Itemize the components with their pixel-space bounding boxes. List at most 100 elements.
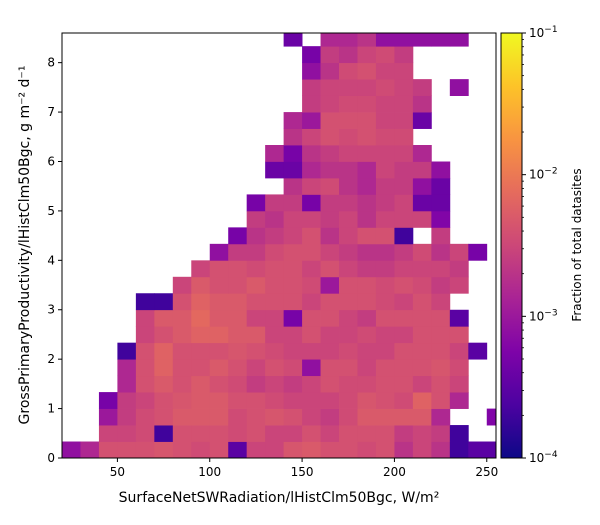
heatmap-cell [209, 260, 229, 278]
heatmap-cell [265, 342, 285, 360]
heatmap-cell [320, 392, 340, 409]
heatmap-cell [339, 112, 358, 129]
heatmap-cell [357, 62, 377, 80]
heatmap-cell [339, 194, 358, 212]
heatmap-cell [228, 392, 248, 409]
heatmap-cell [172, 326, 192, 344]
heatmap-cell [357, 375, 377, 393]
heatmap-cell [302, 62, 321, 80]
heatmap-cell [394, 309, 414, 327]
heatmap-cell [357, 128, 377, 146]
heatmap-cell [302, 392, 321, 409]
heatmap-cell [117, 441, 137, 459]
heatmap-cell [246, 260, 266, 278]
y-tick-label: 2 [47, 352, 55, 366]
heatmap-cell [394, 408, 414, 426]
heatmap-cell [172, 342, 192, 360]
heatmap-cell [302, 243, 321, 261]
heatmap-cell [375, 79, 395, 96]
heatmap-cell [191, 408, 211, 426]
heatmap-cell [431, 161, 451, 179]
heatmap-cell [302, 326, 321, 344]
heatmap-cell [320, 441, 340, 459]
heatmap-cell [357, 260, 377, 278]
heatmap-cell [320, 359, 340, 377]
heatmap-cell [135, 309, 155, 327]
colorbar-tick-label: 10−1 [529, 25, 558, 40]
heatmap-cell [283, 326, 303, 344]
heatmap-cell [357, 161, 377, 179]
heatmap-cell [302, 177, 321, 195]
heatmap-cell [357, 243, 377, 261]
heatmap-cell [265, 194, 285, 212]
heatmap-cell [375, 375, 395, 393]
heatmap-cell [265, 144, 285, 162]
heatmap-cell [246, 342, 266, 360]
heatmap-cell [449, 260, 469, 278]
heatmap-cell [283, 210, 303, 228]
heatmap-cell [228, 359, 248, 377]
heatmap-cell [412, 375, 432, 393]
heatmap-cell [412, 33, 432, 47]
heatmap-cell [375, 342, 395, 360]
heatmap-cell [265, 227, 285, 245]
heatmap-cell [449, 79, 469, 96]
heatmap-cell [375, 95, 395, 113]
heatmap-cell [431, 260, 451, 278]
heatmap-cell [209, 276, 229, 294]
heatmap-cell [357, 342, 377, 360]
heatmap-cell [357, 46, 377, 64]
heatmap-cell [339, 260, 358, 278]
heatmap-cell [375, 293, 395, 311]
heatmap-cell [283, 392, 303, 409]
heatmap-cell [265, 425, 285, 442]
heatmap-cell [320, 425, 340, 442]
heatmap-cell [191, 276, 211, 294]
heatmap-cell [283, 425, 303, 442]
heatmap-cell [486, 441, 497, 459]
heatmap-cell [394, 243, 414, 261]
heatmap-cell [412, 293, 432, 311]
heatmap-cell [339, 392, 358, 409]
heatmap-cell [283, 33, 303, 47]
heatmap-cell [209, 392, 229, 409]
heatmap-cell [431, 425, 451, 442]
heatmap-cell [412, 441, 432, 459]
heatmap-cell [394, 326, 414, 344]
heatmap-cell [375, 112, 395, 129]
heatmap-cell [357, 441, 377, 459]
heatmap-cell [320, 112, 340, 129]
heatmap-cell [228, 227, 248, 245]
x-axis-label: SurfaceNetSWRadiation/lHistClm50Bgc, W/m… [119, 490, 440, 506]
heatmap-cell [98, 441, 118, 459]
heatmap-cell [394, 33, 414, 47]
heatmap-cell [449, 243, 469, 261]
colorbar-tick-label: 10−2 [529, 167, 558, 182]
heatmap-cell [320, 210, 340, 228]
heatmap-cell [228, 243, 248, 261]
heatmap-cell [246, 392, 266, 409]
heatmap-cell [246, 210, 266, 228]
heatmap-cell [431, 177, 451, 195]
heatmap-cell [228, 425, 248, 442]
heatmap-cell [431, 210, 451, 228]
heatmap-cell [265, 392, 285, 409]
heatmap-cell [339, 46, 358, 64]
heatmap-cell [135, 425, 155, 442]
heatmap-cell [98, 392, 118, 409]
heatmap-cell [339, 227, 358, 245]
y-tick-label: 0 [47, 451, 55, 465]
heatmap-cell [246, 359, 266, 377]
heatmap-cell [283, 243, 303, 261]
heatmap-cell [320, 408, 340, 426]
heatmap-cell [449, 276, 469, 294]
heatmap-cell [191, 293, 211, 311]
heatmap-cell [135, 293, 155, 311]
heatmap-cell [394, 79, 414, 96]
heatmap-cell [339, 243, 358, 261]
heatmap-cell [283, 359, 303, 377]
heatmap-cell [209, 293, 229, 311]
x-axis-ticks: 50 100 150 200 250 [110, 458, 498, 479]
heatmap-cell [246, 309, 266, 327]
heatmap-cell [302, 408, 321, 426]
